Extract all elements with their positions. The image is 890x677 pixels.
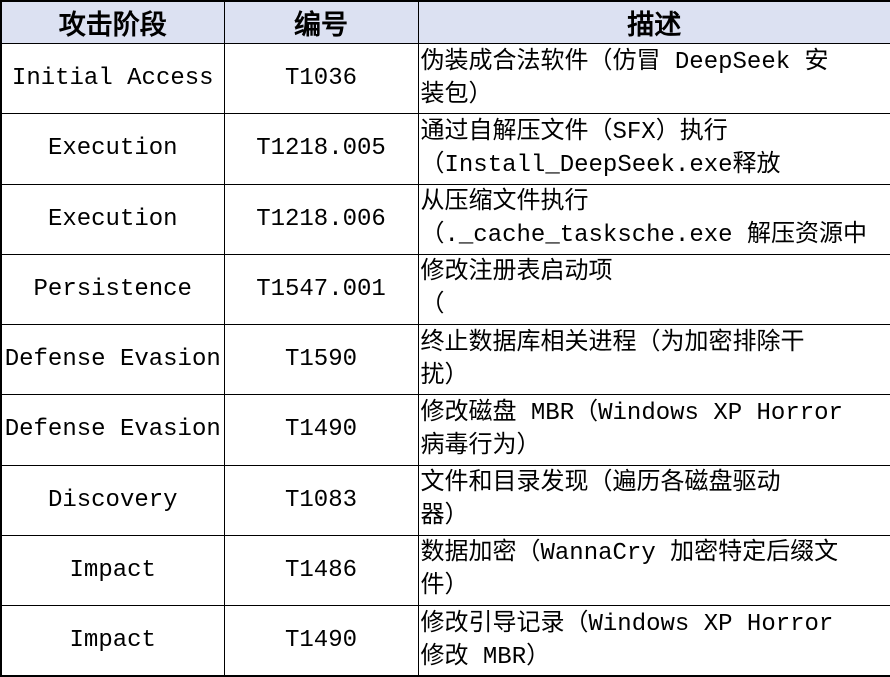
cell-attack-stage: Initial Access xyxy=(0,42,225,115)
column-header-attack-stage: 攻击阶段 xyxy=(0,0,225,44)
column-header-description: 描述 xyxy=(417,0,890,44)
table-row: Execution T1218.005 通过自解压文件（SFX）执行 （Inst… xyxy=(0,113,890,185)
table-row: Persistence T1547.001 修改注册表启动项 （ xyxy=(0,253,890,326)
cell-description: 修改引导记录（Windows XP Horror 修改 MBR） xyxy=(417,605,890,677)
cell-description: 从压缩文件执行 （._cache_tasksche.exe 解压资源中 xyxy=(417,183,890,255)
cell-description: 伪装成合法软件（仿冒 DeepSeek 安 装包） xyxy=(417,42,890,115)
cell-technique-id: T1590 xyxy=(223,324,419,396)
table-row: Defense Evasion T1490 修改磁盘 MBR（Windows X… xyxy=(0,394,890,466)
cell-technique-id: T1547.001 xyxy=(223,253,419,326)
cell-attack-stage: Execution xyxy=(0,113,225,185)
cell-technique-id: T1490 xyxy=(223,605,419,677)
table-row: Initial Access T1036 伪装成合法软件（仿冒 DeepSeek… xyxy=(0,42,890,115)
cell-description: 终止数据库相关进程（为加密排除干 扰） xyxy=(417,324,890,396)
cell-description: 修改注册表启动项 （ xyxy=(417,253,890,326)
cell-attack-stage: Impact xyxy=(0,605,225,677)
cell-attack-stage: Persistence xyxy=(0,253,225,326)
cell-description: 文件和目录发现（遍历各磁盘驱动 器） xyxy=(417,464,890,536)
cell-attack-stage: Defense Evasion xyxy=(0,324,225,396)
table-row: Defense Evasion T1590 终止数据库相关进程（为加密排除干 扰… xyxy=(0,324,890,396)
cell-technique-id: T1036 xyxy=(223,42,419,115)
cell-technique-id: T1486 xyxy=(223,534,419,607)
cell-description: 修改磁盘 MBR（Windows XP Horror 病毒行为） xyxy=(417,394,890,466)
cell-attack-stage: Defense Evasion xyxy=(0,394,225,466)
table-row: Impact T1490 修改引导记录（Windows XP Horror 修改… xyxy=(0,605,890,677)
table-row: Impact T1486 数据加密（WannaCry 加密特定后缀文 件） xyxy=(0,534,890,607)
cell-description: 通过自解压文件（SFX）执行 （Install_DeepSeek.exe释放 xyxy=(417,113,890,185)
table-row: Discovery T1083 文件和目录发现（遍历各磁盘驱动 器） xyxy=(0,464,890,536)
cell-attack-stage: Discovery xyxy=(0,464,225,536)
cell-attack-stage: Execution xyxy=(0,183,225,255)
cell-technique-id: T1083 xyxy=(223,464,419,536)
cell-technique-id: T1218.006 xyxy=(223,183,419,255)
cell-attack-stage: Impact xyxy=(0,534,225,607)
table-row: Execution T1218.006 从压缩文件执行 （._cache_tas… xyxy=(0,183,890,255)
cell-description: 数据加密（WannaCry 加密特定后缀文 件） xyxy=(417,534,890,607)
table-header-row: 攻击阶段 编号 描述 xyxy=(0,0,890,44)
cell-technique-id: T1218.005 xyxy=(223,113,419,185)
column-header-technique-id: 编号 xyxy=(223,0,419,44)
cell-technique-id: T1490 xyxy=(223,394,419,466)
